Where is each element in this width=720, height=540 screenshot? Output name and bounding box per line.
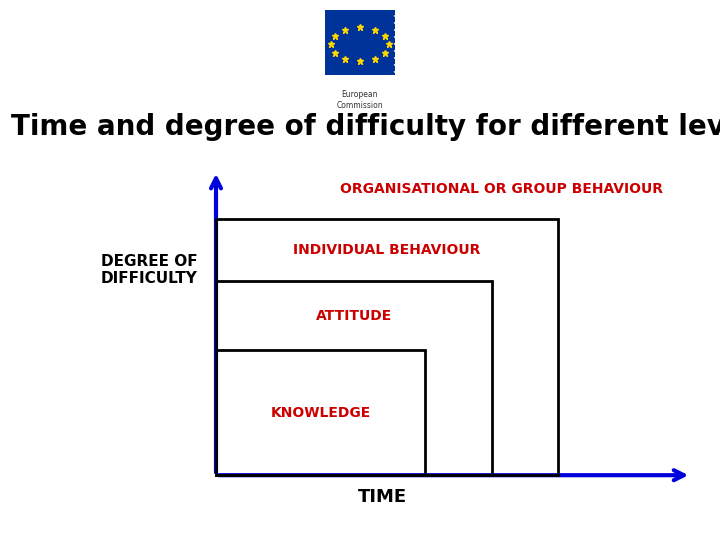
Text: European
Commission: European Commission — [337, 90, 383, 110]
Bar — [216, 281, 492, 475]
Bar — [216, 219, 558, 475]
Bar — [325, 10, 395, 75]
Text: KNOWLEDGE: KNOWLEDGE — [271, 406, 371, 420]
Text: ATTITUDE: ATTITUDE — [315, 309, 392, 322]
Bar — [216, 350, 425, 475]
Text: DEGREE OF
DIFFICULTY: DEGREE OF DIFFICULTY — [101, 254, 197, 286]
Text: TIME: TIME — [358, 488, 407, 506]
Text: Time and degree of difficulty for different levels of change: Time and degree of difficulty for differ… — [11, 113, 720, 141]
Text: ORGANISATIONAL OR GROUP BEHAVIOUR: ORGANISATIONAL OR GROUP BEHAVIOUR — [340, 182, 662, 196]
Text: INDIVIDUAL BEHAVIOUR: INDIVIDUAL BEHAVIOUR — [293, 243, 481, 257]
